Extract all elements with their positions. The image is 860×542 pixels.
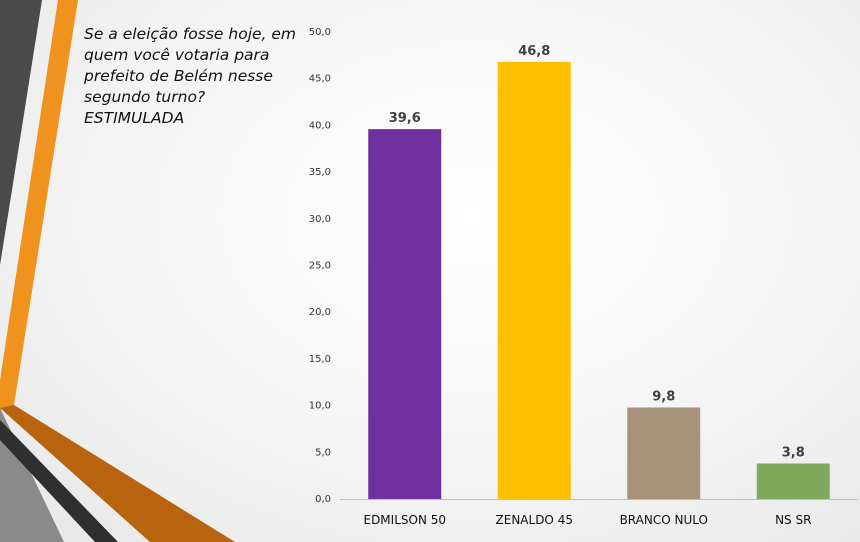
data-label: 3,8 bbox=[782, 446, 805, 461]
question-line: segundo turno? bbox=[84, 88, 206, 106]
x-category-label: ZENALDO 45 bbox=[496, 513, 573, 527]
y-tick-label: 30,0 bbox=[309, 214, 331, 225]
data-label: 46,8 bbox=[518, 44, 550, 59]
question-text: Se a eleição fosse hoje, em quem você vo… bbox=[84, 24, 297, 129]
y-tick-label: 25,0 bbox=[309, 261, 331, 272]
y-tick-label: 35,0 bbox=[309, 167, 331, 178]
decor-dark-stripe-top bbox=[0, 0, 42, 265]
bar bbox=[627, 407, 701, 499]
x-category-label: NS SR bbox=[775, 513, 811, 527]
data-label: 9,8 bbox=[652, 389, 675, 404]
question-line: quem você votaria para bbox=[84, 46, 270, 64]
question-line: Se a eleição fosse hoje, em bbox=[84, 25, 297, 43]
y-tick-label: 15,0 bbox=[309, 354, 331, 365]
y-tick-label: 20,0 bbox=[309, 307, 331, 318]
question-subtitle: ESTIMULADA bbox=[84, 109, 185, 127]
x-category-label: BRANCO NULO bbox=[620, 513, 708, 527]
decor-brown-stripe-bottom bbox=[0, 405, 235, 542]
bar bbox=[497, 61, 571, 499]
bar bbox=[756, 463, 830, 499]
y-tick-label: 10,0 bbox=[309, 401, 331, 412]
y-tick-label: 0,0 bbox=[315, 494, 331, 505]
y-tick-label: 5,0 bbox=[315, 447, 331, 458]
question-line: prefeito de Belém nesse bbox=[84, 67, 273, 85]
y-tick-label: 45,0 bbox=[309, 74, 331, 85]
x-category-label: EDMILSON 50 bbox=[363, 513, 446, 527]
y-tick-label: 40,0 bbox=[309, 120, 331, 131]
data-label: 39,6 bbox=[389, 111, 421, 126]
decor-orange-stripe-top bbox=[0, 0, 78, 410]
bar bbox=[368, 129, 442, 500]
y-tick-label: 50,0 bbox=[309, 27, 331, 38]
decor-dark-stripe-bottom bbox=[0, 420, 118, 542]
